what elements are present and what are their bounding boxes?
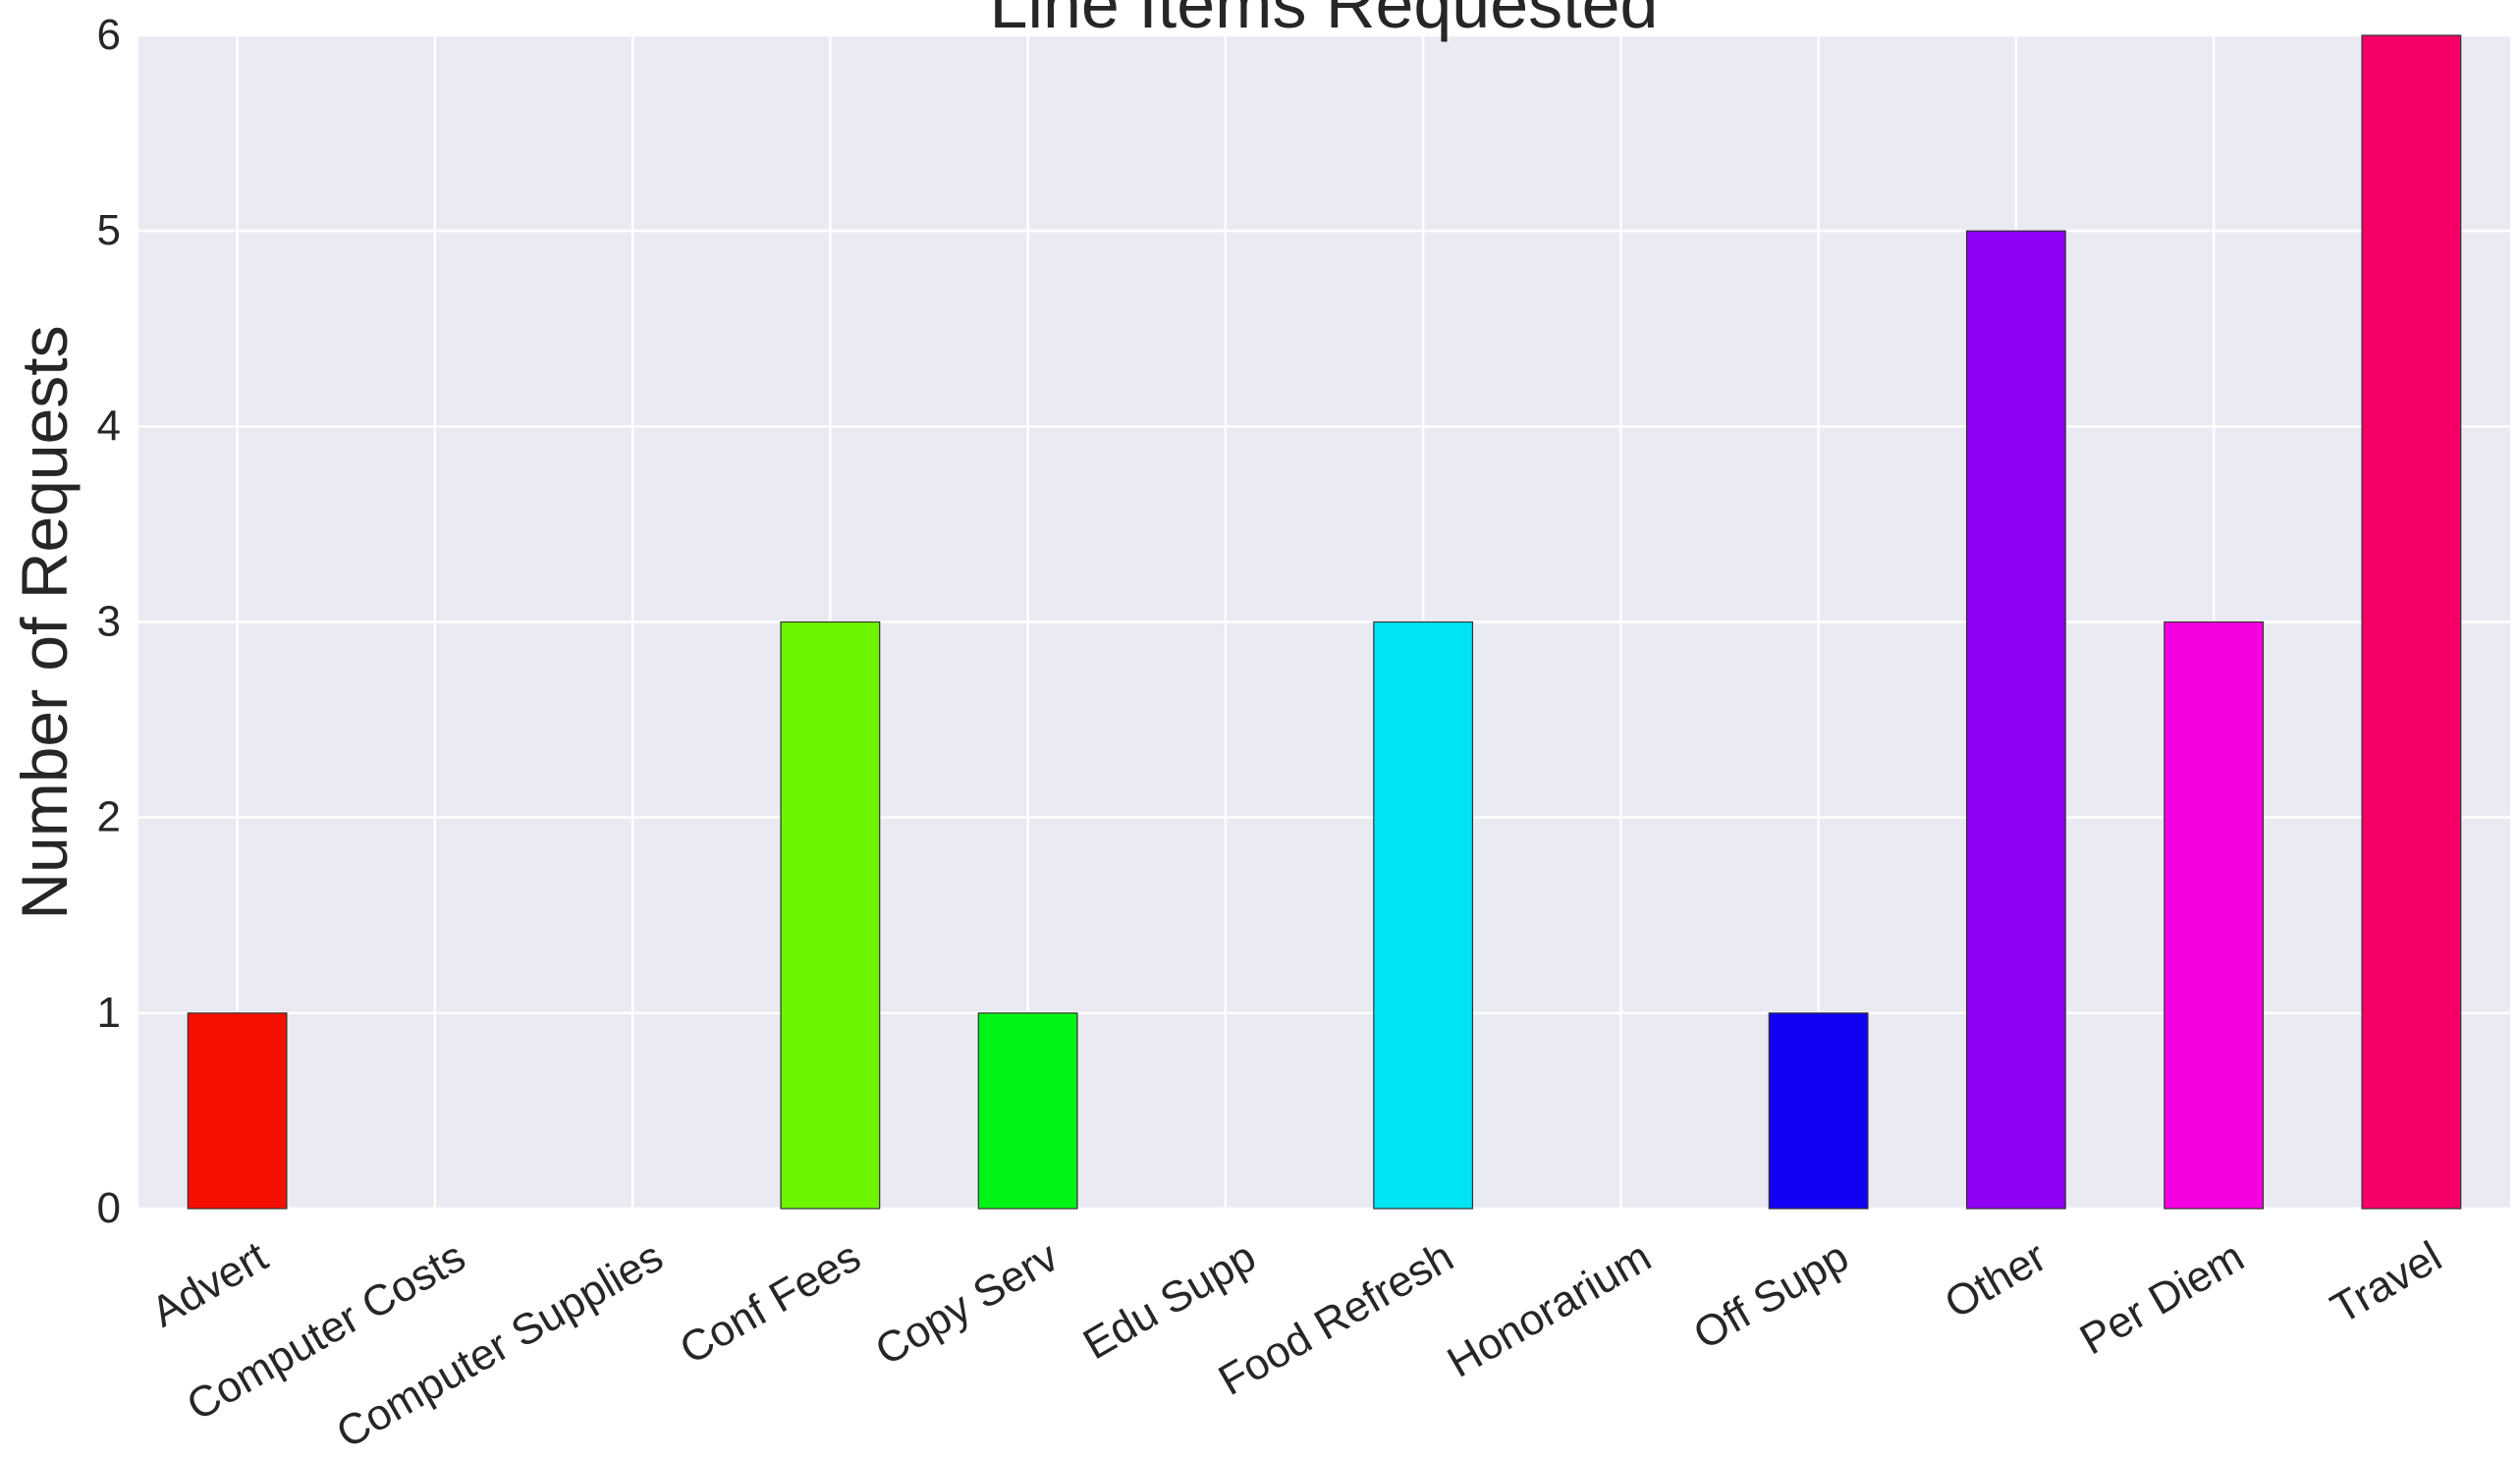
bar-off-supp [1768, 1012, 1869, 1210]
bar-travel [2361, 34, 2462, 1210]
bar-conf-fees [780, 621, 881, 1210]
x-tick-label: Other [1937, 1232, 2054, 1327]
x-tick-label: Advert [143, 1232, 276, 1336]
y-tick-label: 6 [97, 11, 121, 59]
y-axis-title: Number of Requests [8, 325, 81, 919]
x-tick-label: Travel [2323, 1232, 2449, 1333]
x-tick-label: Conf Fees [672, 1232, 868, 1374]
x-tick-label: Copy Serv [867, 1232, 1066, 1375]
bar-food-refresh [1373, 621, 1474, 1210]
bars [187, 34, 2462, 1210]
x-tick-label: Honorarium [1440, 1232, 1660, 1386]
y-tick-label: 5 [97, 206, 121, 254]
bar-other [1965, 230, 2066, 1210]
x-tick-label: Per Diem [2072, 1232, 2252, 1364]
chart-title: Line Items Requested [990, 0, 1659, 42]
y-tick-label: 4 [97, 402, 121, 450]
y-tick-labels: 0 1 2 3 4 5 6 [97, 11, 121, 1232]
bar-copy-serv [977, 1012, 1078, 1210]
y-tick-label: 2 [97, 793, 121, 841]
bar-advert [187, 1012, 288, 1210]
bar-per-diem [2164, 621, 2265, 1210]
x-tick-label: Computer Supplies [329, 1232, 672, 1457]
x-tick-label: Off Supp [1685, 1232, 1856, 1359]
y-tick-label: 0 [97, 1184, 121, 1232]
y-tick-label: 3 [97, 598, 121, 646]
y-tick-label: 1 [97, 989, 121, 1037]
